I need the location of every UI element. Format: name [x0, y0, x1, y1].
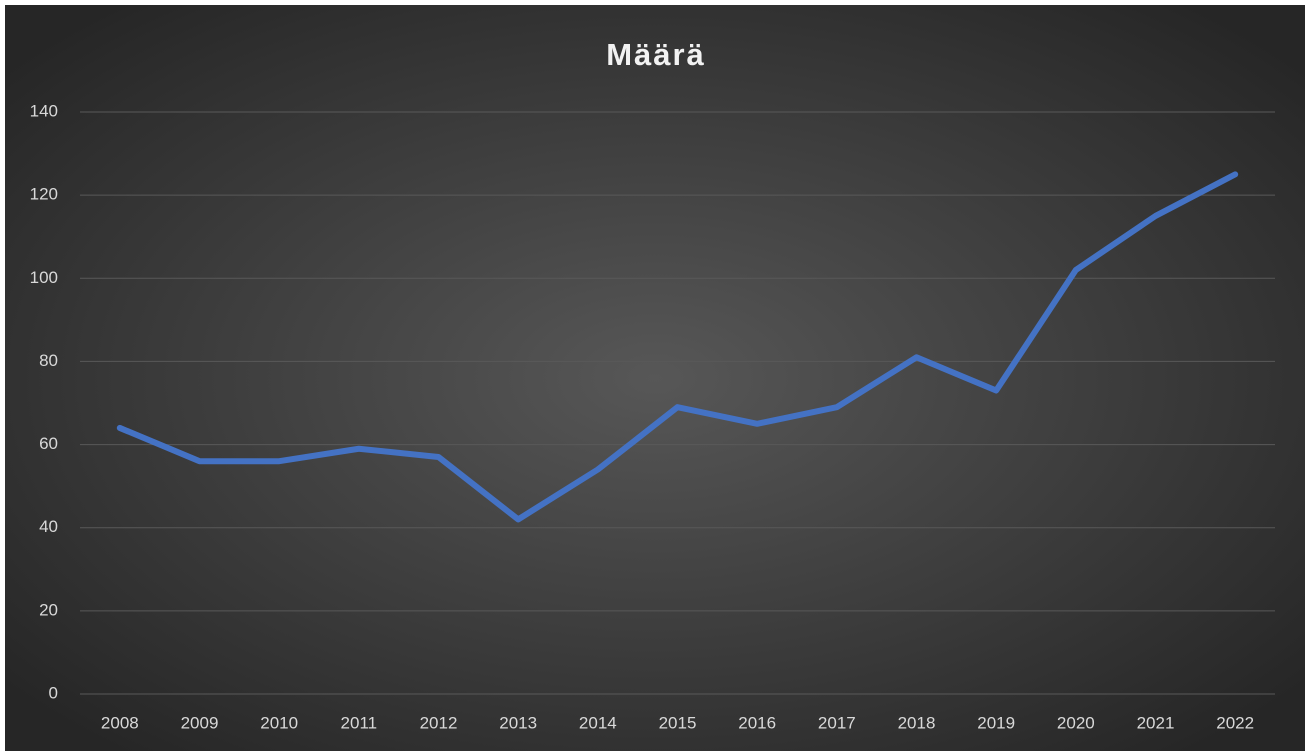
y-tick-label: 60	[39, 434, 58, 453]
x-tick-label: 2016	[738, 713, 776, 732]
chart-title: Määrä	[606, 37, 706, 72]
x-tick-label: 2008	[101, 713, 139, 732]
x-tick-label: 2015	[659, 713, 697, 732]
y-tick-label: 120	[30, 185, 58, 204]
x-tick-label: 2014	[579, 713, 617, 732]
x-tick-label: 2018	[898, 713, 936, 732]
x-tick-label: 2011	[341, 713, 378, 732]
x-tick-label: 2012	[420, 713, 458, 732]
y-tick-label: 0	[49, 683, 58, 702]
y-tick-label: 80	[39, 351, 58, 370]
x-tick-label: 2020	[1057, 713, 1095, 732]
y-tick-label: 100	[30, 268, 58, 287]
data-line	[116, 171, 1239, 523]
x-tick-label: 2013	[499, 713, 537, 732]
x-tick-label: 2017	[818, 713, 856, 732]
y-tick-label: 20	[39, 600, 58, 619]
chart-background	[5, 5, 1305, 751]
x-tick-label: 2022	[1216, 713, 1254, 732]
x-tick-label: 2019	[977, 713, 1015, 732]
x-tick-label: 2010	[260, 713, 298, 732]
y-tick-label: 40	[39, 517, 58, 536]
x-tick-label: 2009	[181, 713, 219, 732]
y-tick-label: 140	[30, 101, 58, 120]
x-tick-label: 2021	[1137, 713, 1175, 732]
